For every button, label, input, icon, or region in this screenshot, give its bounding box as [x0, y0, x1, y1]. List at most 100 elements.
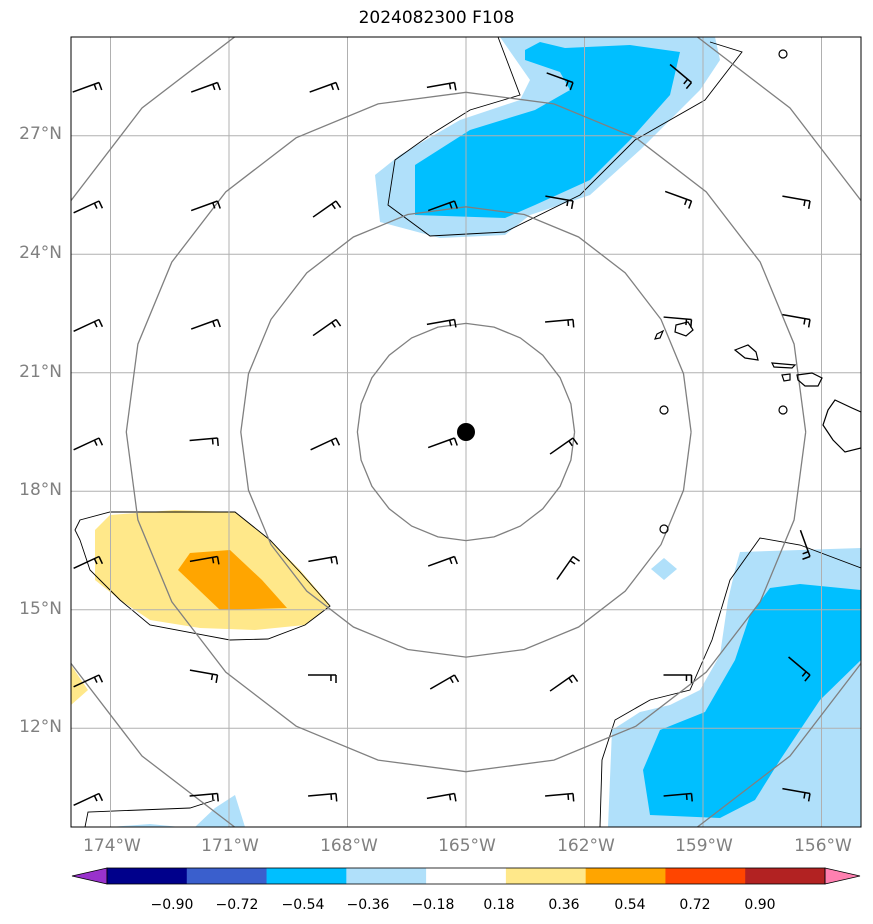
wind-barb-icon	[549, 674, 579, 692]
wind-barb-icon	[308, 555, 339, 565]
lat-axis: 27°N 24°N 21°N 18°N 15°N 12°N	[19, 124, 62, 737]
storm-center-dot-icon[interactable]	[457, 423, 475, 441]
wind-barb-icon	[426, 81, 457, 91]
lon-tick-label: 174°W	[83, 836, 141, 856]
contour-lines	[74, 37, 861, 827]
map-frame	[70, 36, 862, 828]
wind-barb-icon	[427, 437, 458, 449]
wind-barb-icon	[664, 190, 693, 209]
island-big-island	[822, 399, 861, 453]
wind-barb-icon	[788, 656, 811, 682]
contour-north	[387, 37, 743, 237]
wind-barb-icon	[189, 669, 219, 684]
island-lanai	[781, 373, 791, 382]
wind-barb-icon	[549, 437, 579, 455]
colorbar-extend-max	[824, 867, 861, 885]
wind-barb-icon	[73, 318, 104, 333]
colorbar-segment	[186, 868, 268, 884]
colorbar-tick-label: 0.18	[483, 897, 514, 913]
wind-barb-icon	[72, 81, 103, 93]
colorbar-tick-label: −0.72	[216, 897, 259, 913]
colorbar-segment	[426, 868, 507, 884]
colorbar-segment	[665, 868, 746, 884]
map-plot-area[interactable]	[8, 0, 873, 890]
wind-barb-icon	[545, 792, 575, 802]
island-atoll-nihoa	[778, 49, 788, 59]
lat-tick-label: 12°N	[19, 717, 62, 737]
wind-barb-icon	[310, 437, 341, 451]
wind-barb-icon	[429, 674, 460, 690]
wind-barb-icon	[190, 200, 221, 212]
island-oahu	[733, 344, 759, 361]
wind-barb-icon	[312, 200, 342, 218]
island-molokai	[770, 362, 797, 369]
contour-west	[74, 511, 331, 641]
range-rings	[71, 37, 861, 827]
colorbar-tick-label: −0.18	[412, 897, 455, 913]
wind-barb-icon	[312, 318, 342, 337]
contour-southwest	[84, 799, 216, 827]
range-ring	[125, 91, 807, 773]
gridlines	[71, 37, 861, 827]
colorbar-extend-min	[71, 867, 108, 885]
wind-barb-icon	[190, 318, 221, 330]
lon-tick-label: 171°W	[201, 836, 259, 856]
wind-barb-icon	[190, 81, 221, 93]
lat-tick-label: 15°N	[19, 599, 62, 619]
lon-tick-label: 165°W	[438, 836, 496, 856]
wind-barb-icon	[73, 674, 104, 688]
shade-light-blue-southwest	[195, 795, 245, 827]
island-atoll-french-frigate	[778, 405, 788, 415]
shade-orange-west	[178, 550, 287, 610]
lat-tick-label: 27°N	[19, 124, 62, 144]
wind-barb-icon	[189, 437, 219, 447]
shade-blue-southeast	[643, 584, 861, 818]
range-ring	[240, 206, 692, 658]
wind-barb-icon	[73, 437, 104, 451]
island-maui	[796, 372, 823, 387]
colorbar-tick-label: 0.90	[744, 897, 775, 913]
contour-southeast	[599, 537, 861, 827]
shaded-regions	[71, 37, 861, 827]
colorbar-segment	[585, 868, 666, 884]
wind-barb-icon	[782, 313, 811, 328]
colorbar-frame	[106, 867, 826, 885]
wind-barb-icon	[309, 81, 340, 93]
colorbar-ticks: −0.90 −0.72 −0.54 −0.36 −0.18 0.18 0.36 …	[151, 897, 776, 913]
wind-barb-icon	[663, 674, 693, 683]
coastlines	[654, 49, 861, 534]
colorbar-segment	[745, 868, 826, 884]
wind-barb-icon	[545, 318, 575, 328]
wind-barb-icon	[308, 792, 338, 802]
colorbar-tick-label: −0.54	[282, 897, 325, 913]
shade-light-blue-diamond	[651, 558, 677, 580]
map-title: 2024082300 F108	[358, 8, 515, 28]
colorbar-segment	[505, 868, 587, 884]
wind-barb-icon	[556, 555, 580, 580]
colorbar	[71, 867, 861, 885]
shade-yellow-edge	[71, 665, 88, 705]
wind-barb-icon	[427, 555, 458, 567]
colorbar-tick-label: 0.36	[548, 897, 579, 913]
wind-barb-icon	[189, 555, 220, 565]
wind-barb-icon	[189, 792, 219, 802]
colorbar-segment	[107, 868, 188, 884]
range-ring	[356, 322, 576, 542]
lat-tick-label: 18°N	[19, 480, 62, 500]
wind-barb-icon	[782, 195, 811, 210]
colorbar-segment	[346, 868, 427, 884]
shade-blue-north	[415, 42, 680, 218]
colorbar-tick-label: 0.72	[679, 897, 710, 913]
island-niihau	[654, 329, 665, 340]
colorbar-tick-label: −0.90	[151, 897, 194, 913]
wind-barb-icon	[73, 792, 104, 807]
wind-barb-icon	[426, 318, 457, 328]
wind-barb-icon	[782, 787, 811, 802]
colorbar-tick-label: 0.54	[614, 897, 645, 913]
lon-tick-label: 168°W	[320, 836, 378, 856]
wind-barb-icon	[663, 316, 693, 328]
colorbar-tick-label: −0.36	[347, 897, 390, 913]
wind-barb-icon	[669, 63, 693, 90]
lon-tick-label: 162°W	[557, 836, 615, 856]
